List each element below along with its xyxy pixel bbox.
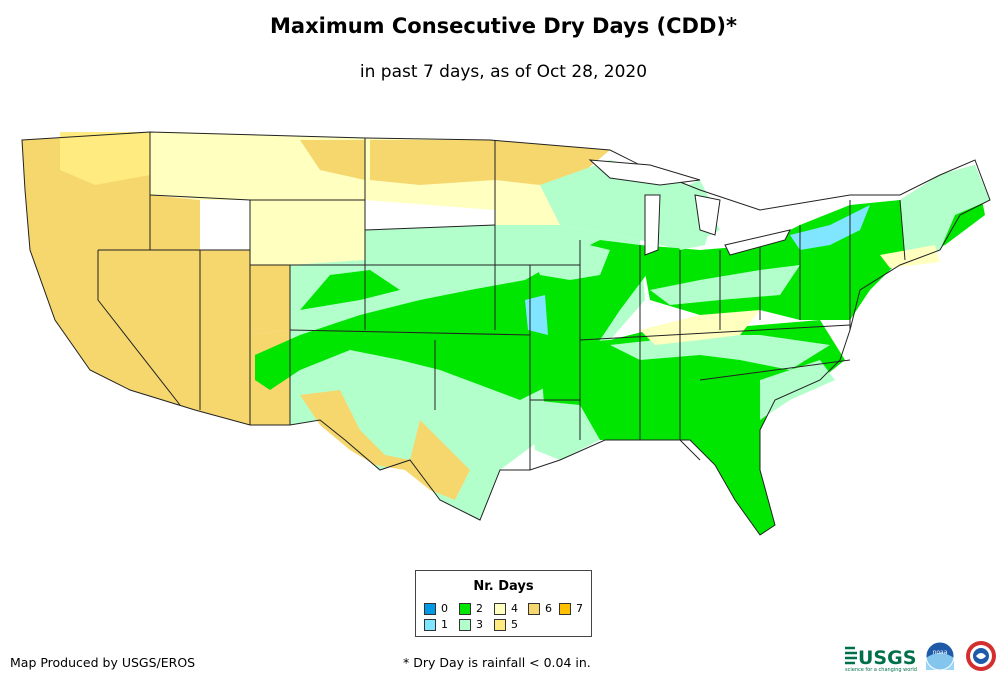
- region-montana-east: [300, 140, 365, 180]
- legend-label: 0: [441, 602, 448, 615]
- region-nw-light: [60, 132, 150, 185]
- region-ohio-light: [650, 265, 800, 305]
- legend-item-2: 2: [459, 603, 483, 615]
- usgs-tagline: science for a changing world: [845, 667, 917, 673]
- legend-item-5: 5: [494, 619, 518, 631]
- legend-item-7: 7: [559, 603, 583, 615]
- legend-swatch: [424, 619, 436, 631]
- legend-swatch: [459, 603, 471, 615]
- legend-item-1: 1: [424, 619, 448, 631]
- region-green-band-2: [300, 270, 400, 310]
- region-mississippi-blue: [525, 295, 548, 335]
- region-ne-coast-dry: [880, 245, 940, 268]
- legend-swatch: [459, 619, 471, 631]
- legend-item-0: 0: [424, 603, 448, 615]
- agency-logos: USGS science for a changing world noaa: [845, 641, 996, 673]
- legend-label: 4: [511, 602, 518, 615]
- nws-logo: [966, 641, 996, 671]
- legend-swatch: [424, 603, 436, 615]
- lake-michigan: [644, 194, 661, 256]
- legend-label: 6: [545, 602, 552, 615]
- region-louisiana: [530, 400, 600, 460]
- noaa-logo: noaa: [925, 641, 955, 671]
- region-new-england: [900, 165, 990, 260]
- legend-title: Nr. Days: [473, 579, 534, 594]
- legend-label: 1: [441, 618, 448, 631]
- legend-swatch: [494, 619, 506, 631]
- region-wyoming: [250, 200, 365, 265]
- region-texas-west-dry: [300, 390, 470, 500]
- map-subtitle: in past 7 days, as of Oct 28, 2020: [359, 62, 648, 82]
- lake-superior: [588, 159, 701, 186]
- legend-item-3: 3: [459, 619, 483, 631]
- lake-huron: [694, 194, 721, 236]
- legend-label: 5: [511, 618, 518, 631]
- legend-label: 2: [476, 602, 483, 615]
- legend-swatch: [494, 603, 506, 615]
- map-credit: Map Produced by USGS/EROS: [10, 655, 196, 670]
- noaa-logo-text: noaa: [933, 649, 948, 656]
- legend: Nr. Days 0 1 2 3 4 5 6 7: [415, 570, 592, 637]
- region-tennessee-dry: [640, 310, 760, 345]
- legend-item-4: 4: [494, 603, 518, 615]
- usgs-logo-text: USGS: [858, 647, 916, 669]
- state-borders: [21, 131, 991, 536]
- region-southeast: [540, 320, 845, 535]
- legend-label: 3: [476, 618, 483, 631]
- lake-erie: [724, 229, 791, 256]
- usgs-logo: USGS science for a changing world: [845, 646, 917, 673]
- legend-item-6: 6: [528, 603, 552, 615]
- map-title: Maximum Consecutive Dry Days (CDD)*: [270, 14, 737, 38]
- us-dry-days-map: [21, 131, 991, 536]
- legend-swatch: [528, 603, 540, 615]
- dry-day-footnote: * Dry Day is rainfall < 0.04 in.: [403, 655, 591, 670]
- region-north-dakota-dry: [370, 140, 495, 185]
- legend-swatch: [559, 603, 571, 615]
- legend-label: 7: [576, 602, 583, 615]
- region-green-upper: [530, 238, 610, 280]
- region-utah-nevada: [98, 250, 290, 410]
